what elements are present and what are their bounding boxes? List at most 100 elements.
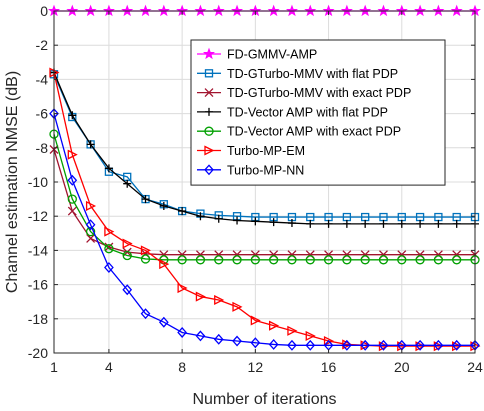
- data-point: [433, 255, 444, 265]
- data-point: [232, 335, 242, 347]
- data-point: [287, 255, 297, 265]
- y-tick-label: -2: [36, 37, 49, 53]
- series-line: [53, 149, 475, 256]
- data-point: [397, 219, 406, 228]
- data-point: [122, 238, 133, 249]
- legend-label: TD-GTurbo-MMV with exact PDP: [227, 86, 411, 100]
- data-point: [415, 255, 425, 265]
- legend-entry: Turbo-MP-EM: [197, 144, 305, 158]
- data-point: [415, 339, 425, 351]
- legend-label: TD-Vector AMP with flat PDP: [227, 105, 388, 119]
- data-point: [452, 219, 461, 228]
- data-point: [416, 219, 425, 228]
- data-point: [196, 212, 205, 221]
- x-tick-label: 8: [178, 359, 186, 375]
- data-point: [268, 338, 279, 350]
- data-point: [323, 255, 334, 265]
- axis-ticks: 1 4 8 12 16 20 24 0 -2 -4 -6 -8 -10 -12 -14 -16 -18 -20: [28, 3, 483, 375]
- data-point: [232, 301, 243, 312]
- data-point: [251, 217, 260, 226]
- y-tick-label: -12: [28, 208, 48, 224]
- data-point: [122, 284, 133, 296]
- data-point: [269, 255, 279, 265]
- data-point: [361, 219, 370, 228]
- data-point: [140, 308, 151, 320]
- data-point: [214, 214, 223, 223]
- legend-label: TD-GTurbo-MMV with flat PDP: [227, 67, 398, 81]
- legend: FD-GMMV-AMP TD-GTurbo-MMV with flat PDP TD…: [190, 39, 446, 186]
- legend-marker: [205, 107, 213, 116]
- data-point: [177, 282, 188, 294]
- data-point: [195, 255, 206, 265]
- legend-box: [190, 39, 446, 186]
- legend-entry: TD-GTurbo-MMV with flat PDP: [197, 67, 398, 81]
- series-td-vector-amp-with-exact-pdp: [49, 129, 480, 265]
- data-point: [177, 255, 187, 265]
- data-point: [433, 339, 444, 351]
- data-point: [141, 195, 150, 204]
- data-point: [86, 140, 95, 149]
- data-point: [214, 294, 225, 306]
- data-point: [67, 194, 77, 204]
- data-point: [159, 259, 170, 270]
- legend-label: FD-GMMV-AMP: [227, 48, 317, 62]
- data-point: [250, 315, 261, 326]
- data-point: [305, 330, 316, 341]
- data-point: [104, 262, 114, 273]
- data-point: [250, 255, 260, 265]
- data-point: [85, 219, 96, 231]
- data-point: [85, 226, 96, 237]
- x-tick-label: 12: [248, 359, 264, 375]
- legend-marker: [204, 164, 214, 176]
- data-point: [379, 219, 388, 228]
- y-tick-label: -18: [28, 311, 48, 327]
- y-tick-label: -16: [28, 277, 48, 293]
- y-tick-label: 0: [40, 3, 48, 19]
- data-point: [177, 327, 188, 338]
- series-line: [53, 113, 475, 346]
- x-tick-label: 24: [467, 359, 483, 375]
- data-point: [287, 325, 298, 336]
- legend-entry: FD-GMMV-AMP: [197, 48, 317, 62]
- data-point: [269, 320, 280, 331]
- data-point: [324, 219, 333, 228]
- data-point: [378, 255, 389, 265]
- data-point: [67, 206, 77, 216]
- data-point: [85, 200, 97, 211]
- data-point: [233, 216, 242, 225]
- data-point: [195, 291, 206, 302]
- data-point: [378, 339, 389, 351]
- data-point: [140, 254, 151, 264]
- y-tick-label: -10: [28, 174, 48, 190]
- data-point: [452, 255, 462, 265]
- legend-marker: [204, 145, 215, 156]
- data-point: [178, 207, 187, 216]
- data-point: [287, 339, 297, 351]
- data-point: [323, 335, 335, 347]
- data-point: [305, 255, 315, 265]
- data-point: [195, 330, 206, 342]
- y-tick-label: -4: [36, 71, 49, 87]
- x-tick-label: 16: [321, 359, 337, 375]
- data-point: [250, 337, 261, 349]
- data-point: [451, 339, 462, 351]
- data-point: [232, 255, 242, 265]
- data-point: [140, 245, 151, 256]
- data-point: [360, 255, 370, 265]
- legend-marker: [204, 126, 214, 136]
- legend-entry: TD-Vector AMP with exact PDP: [197, 125, 401, 139]
- x-tick-label: 4: [105, 359, 113, 375]
- data-point: [67, 149, 78, 160]
- y-tick-label: -14: [28, 242, 48, 258]
- data-point: [104, 164, 113, 173]
- data-point: [158, 316, 169, 328]
- series-turbo-mp-nn: [49, 108, 480, 351]
- data-point: [159, 201, 168, 210]
- legend-label: Turbo-MP-EM: [227, 144, 305, 158]
- x-tick-label: 1: [50, 359, 58, 375]
- data-point: [214, 255, 224, 265]
- y-axis-title: Channel estimation NMSE (dB): [4, 71, 21, 293]
- y-tick-label: -6: [36, 106, 49, 122]
- legend-marker: [204, 69, 214, 78]
